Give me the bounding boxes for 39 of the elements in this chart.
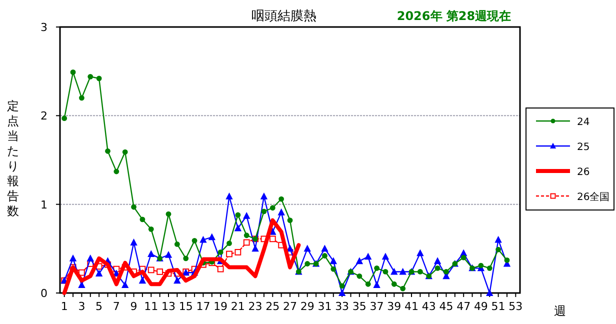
x-tick-label: 31 [318, 300, 332, 313]
y-tick-label: 1 [40, 198, 48, 212]
y-tick-label: 0 [40, 287, 48, 300]
x-tick-label: 51 [491, 300, 506, 313]
x-tick-label: 11 [144, 300, 158, 313]
x-tick-label: 37 [370, 300, 384, 313]
y-axis-title: 定点当たり報告数 [7, 99, 19, 218]
legend-label: 25 [577, 142, 590, 153]
y-tick-label: 2 [40, 110, 48, 123]
x-tick-label: 33 [335, 300, 350, 313]
chart-title: 咽頭結膜熱 [252, 9, 316, 24]
x-tick-label: 39 [387, 300, 402, 313]
x-tick-label: 5 [96, 300, 103, 313]
x-tick-label: 25 [266, 300, 280, 313]
x-tick-label: 35 [352, 300, 366, 313]
x-tick-label: 45 [439, 300, 454, 313]
x-tick-label: 21 [230, 300, 245, 313]
x-tick-label: 13 [161, 300, 176, 313]
x-tick-label: 49 [474, 300, 488, 313]
x-tick-label: 19 [214, 300, 228, 313]
legend-label: 26全国 [577, 191, 610, 203]
x-tick-label: 41 [404, 300, 419, 313]
x-axis-title: 週 [554, 304, 566, 318]
x-tick-label: 17 [196, 300, 210, 313]
x-tick-label: 3 [78, 300, 86, 313]
x-tick-label: 47 [456, 300, 471, 313]
x-tick-label: 7 [112, 300, 120, 313]
x-tick-label: 15 [178, 300, 193, 313]
x-tick-label: 53 [508, 300, 523, 313]
x-tick-label: 9 [130, 300, 138, 313]
x-tick-label: 43 [422, 300, 436, 313]
x-tick-label: 29 [300, 300, 314, 313]
legend-label: 24 [577, 117, 590, 128]
legend-label: 26 [577, 167, 590, 178]
chart-subtitle: 2026年 第28週現在 [396, 9, 512, 23]
x-tick-label: 27 [283, 300, 297, 313]
y-tick-label: 3 [40, 21, 48, 34]
x-tick-label: 1 [60, 300, 68, 313]
x-tick-label: 23 [248, 300, 262, 313]
